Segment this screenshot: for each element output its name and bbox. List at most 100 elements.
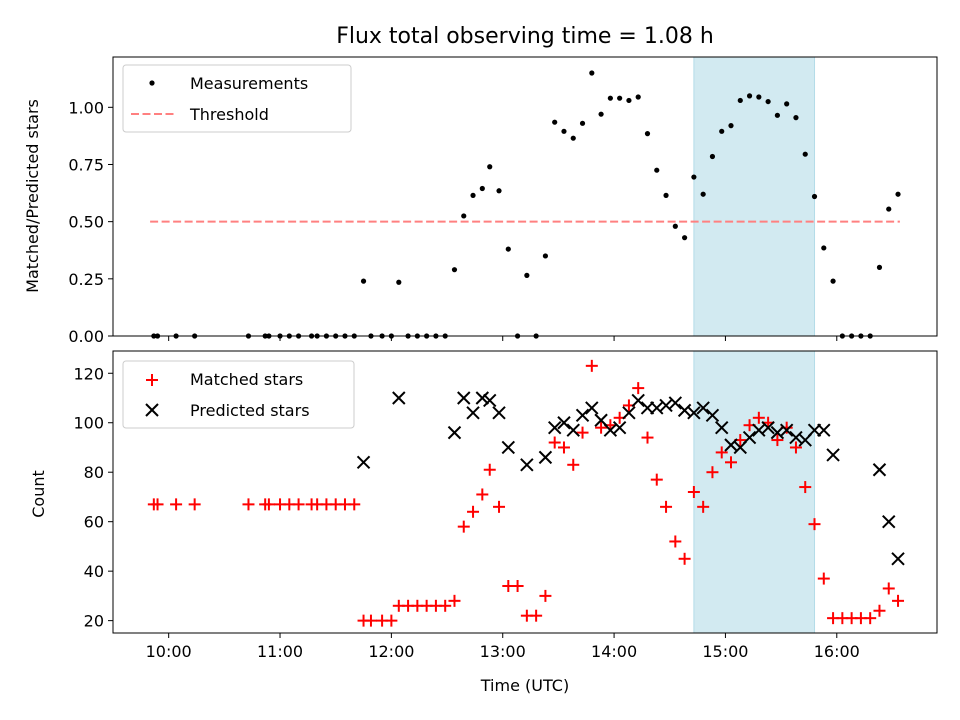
data-point-x (826, 448, 840, 462)
data-point (663, 192, 669, 198)
data-point (654, 167, 660, 173)
legend-box-bottom (122, 360, 355, 429)
legend-bottom: Matched stars Predicted stars (122, 360, 355, 429)
x-tick-label: 11:00 (257, 642, 303, 661)
data-point-plus (752, 411, 765, 424)
star-count-series (147, 359, 905, 627)
data-point-x (575, 408, 590, 423)
data-point (830, 278, 836, 284)
data-point (579, 120, 586, 126)
data-point (821, 245, 827, 251)
data-point-plus (348, 498, 361, 511)
data-point-plus (660, 500, 673, 513)
data-point-plus (511, 580, 524, 592)
data-point-plus (650, 473, 663, 486)
y-tick-label: 80 (84, 463, 104, 482)
data-point-plus (585, 359, 598, 372)
data-point-plus (873, 604, 886, 617)
data-point-x (779, 423, 794, 437)
data-point (895, 191, 901, 197)
data-point (451, 267, 458, 273)
legend-marker-predicted (145, 403, 159, 417)
y-tick-label: 40 (84, 562, 104, 581)
data-point-plus (262, 498, 275, 511)
data-point-plus (632, 382, 645, 395)
data-point (784, 101, 790, 107)
data-point-x (447, 425, 462, 440)
data-point (524, 272, 530, 278)
data-point-x (817, 423, 831, 437)
data-point-plus (882, 582, 895, 595)
x-axis-ticks-bottom: 10:00 11:00 12:00 13:00 14:00 15:00 16:00 (146, 633, 860, 661)
data-point-plus (385, 614, 398, 627)
y-tick-label: 20 (84, 612, 104, 631)
data-point-plus (567, 458, 580, 471)
y-tick-label: 60 (84, 513, 104, 532)
series-matched-stars (147, 359, 905, 627)
legend-marker-matched (146, 374, 158, 386)
x-tick-label: 15:00 (702, 642, 748, 661)
data-point-plus (292, 498, 305, 511)
x-tick-label: 10:00 (146, 642, 192, 661)
data-point-plus (799, 481, 812, 494)
data-point-plus (483, 463, 496, 476)
data-point (360, 278, 367, 284)
data-point-x (492, 406, 506, 420)
highlight-span (693, 350, 816, 634)
legend-label-measurements: Measurements (190, 74, 308, 93)
y-tick-label: 0.25 (68, 270, 104, 289)
data-point-plus (808, 518, 821, 531)
y-tick-label: 0.75 (68, 155, 104, 174)
legend-label-predicted: Predicted stars (190, 401, 310, 420)
legend-label-threshold: Threshold (189, 105, 269, 124)
data-point (728, 123, 734, 129)
legend-marker-measurements (149, 80, 155, 86)
observing-window-span (693, 56, 816, 337)
data-point-x (547, 420, 562, 435)
highlight-span (693, 56, 816, 337)
data-point (700, 191, 706, 197)
data-point-plus (789, 441, 802, 454)
data-point-plus (817, 572, 830, 585)
data-point-x (538, 450, 553, 465)
data-point (682, 235, 688, 241)
data-point-plus (467, 505, 480, 518)
data-point (396, 279, 402, 285)
data-point (552, 119, 558, 125)
data-point (746, 93, 753, 99)
y-axis-label-bottom: Count (29, 470, 48, 518)
y-tick-label: 120 (73, 364, 104, 383)
measurements-panel: 0.00 0.25 0.50 0.75 1.00 Matched/Predicted s… (23, 56, 938, 346)
data-point-x (715, 420, 729, 435)
data-point-plus (448, 594, 461, 607)
data-point (479, 185, 485, 192)
data-point-x (566, 423, 580, 437)
x-tick-label: 13:00 (480, 642, 526, 661)
data-point-plus (687, 486, 700, 498)
data-point-plus (539, 589, 552, 602)
data-point-plus (715, 446, 728, 459)
data-point (561, 128, 567, 134)
data-point-plus (864, 612, 877, 625)
data-point-x (761, 420, 775, 435)
y-axis-ticks-top: 0.00 0.25 0.50 0.75 1.00 (68, 98, 113, 346)
legend-top: Measurements Threshold (122, 64, 352, 133)
x-tick-label: 12:00 (368, 642, 414, 661)
y-axis-label-top: Matched/Predicted stars (23, 99, 42, 293)
y-tick-label: 1.00 (68, 98, 104, 117)
data-point-x (668, 396, 683, 410)
data-point (774, 112, 780, 118)
data-point-x (466, 406, 480, 420)
data-point-plus (725, 456, 737, 469)
data-point (802, 151, 808, 157)
data-point-x (457, 391, 471, 405)
data-point (737, 97, 743, 104)
plot-frame-bottom (112, 350, 938, 634)
data-point-x (705, 408, 720, 423)
data-point (756, 94, 762, 100)
data-point (811, 193, 818, 200)
data-point-x (356, 455, 371, 470)
x-axis-label: Time (UTC) (480, 676, 569, 695)
data-point (672, 223, 678, 229)
